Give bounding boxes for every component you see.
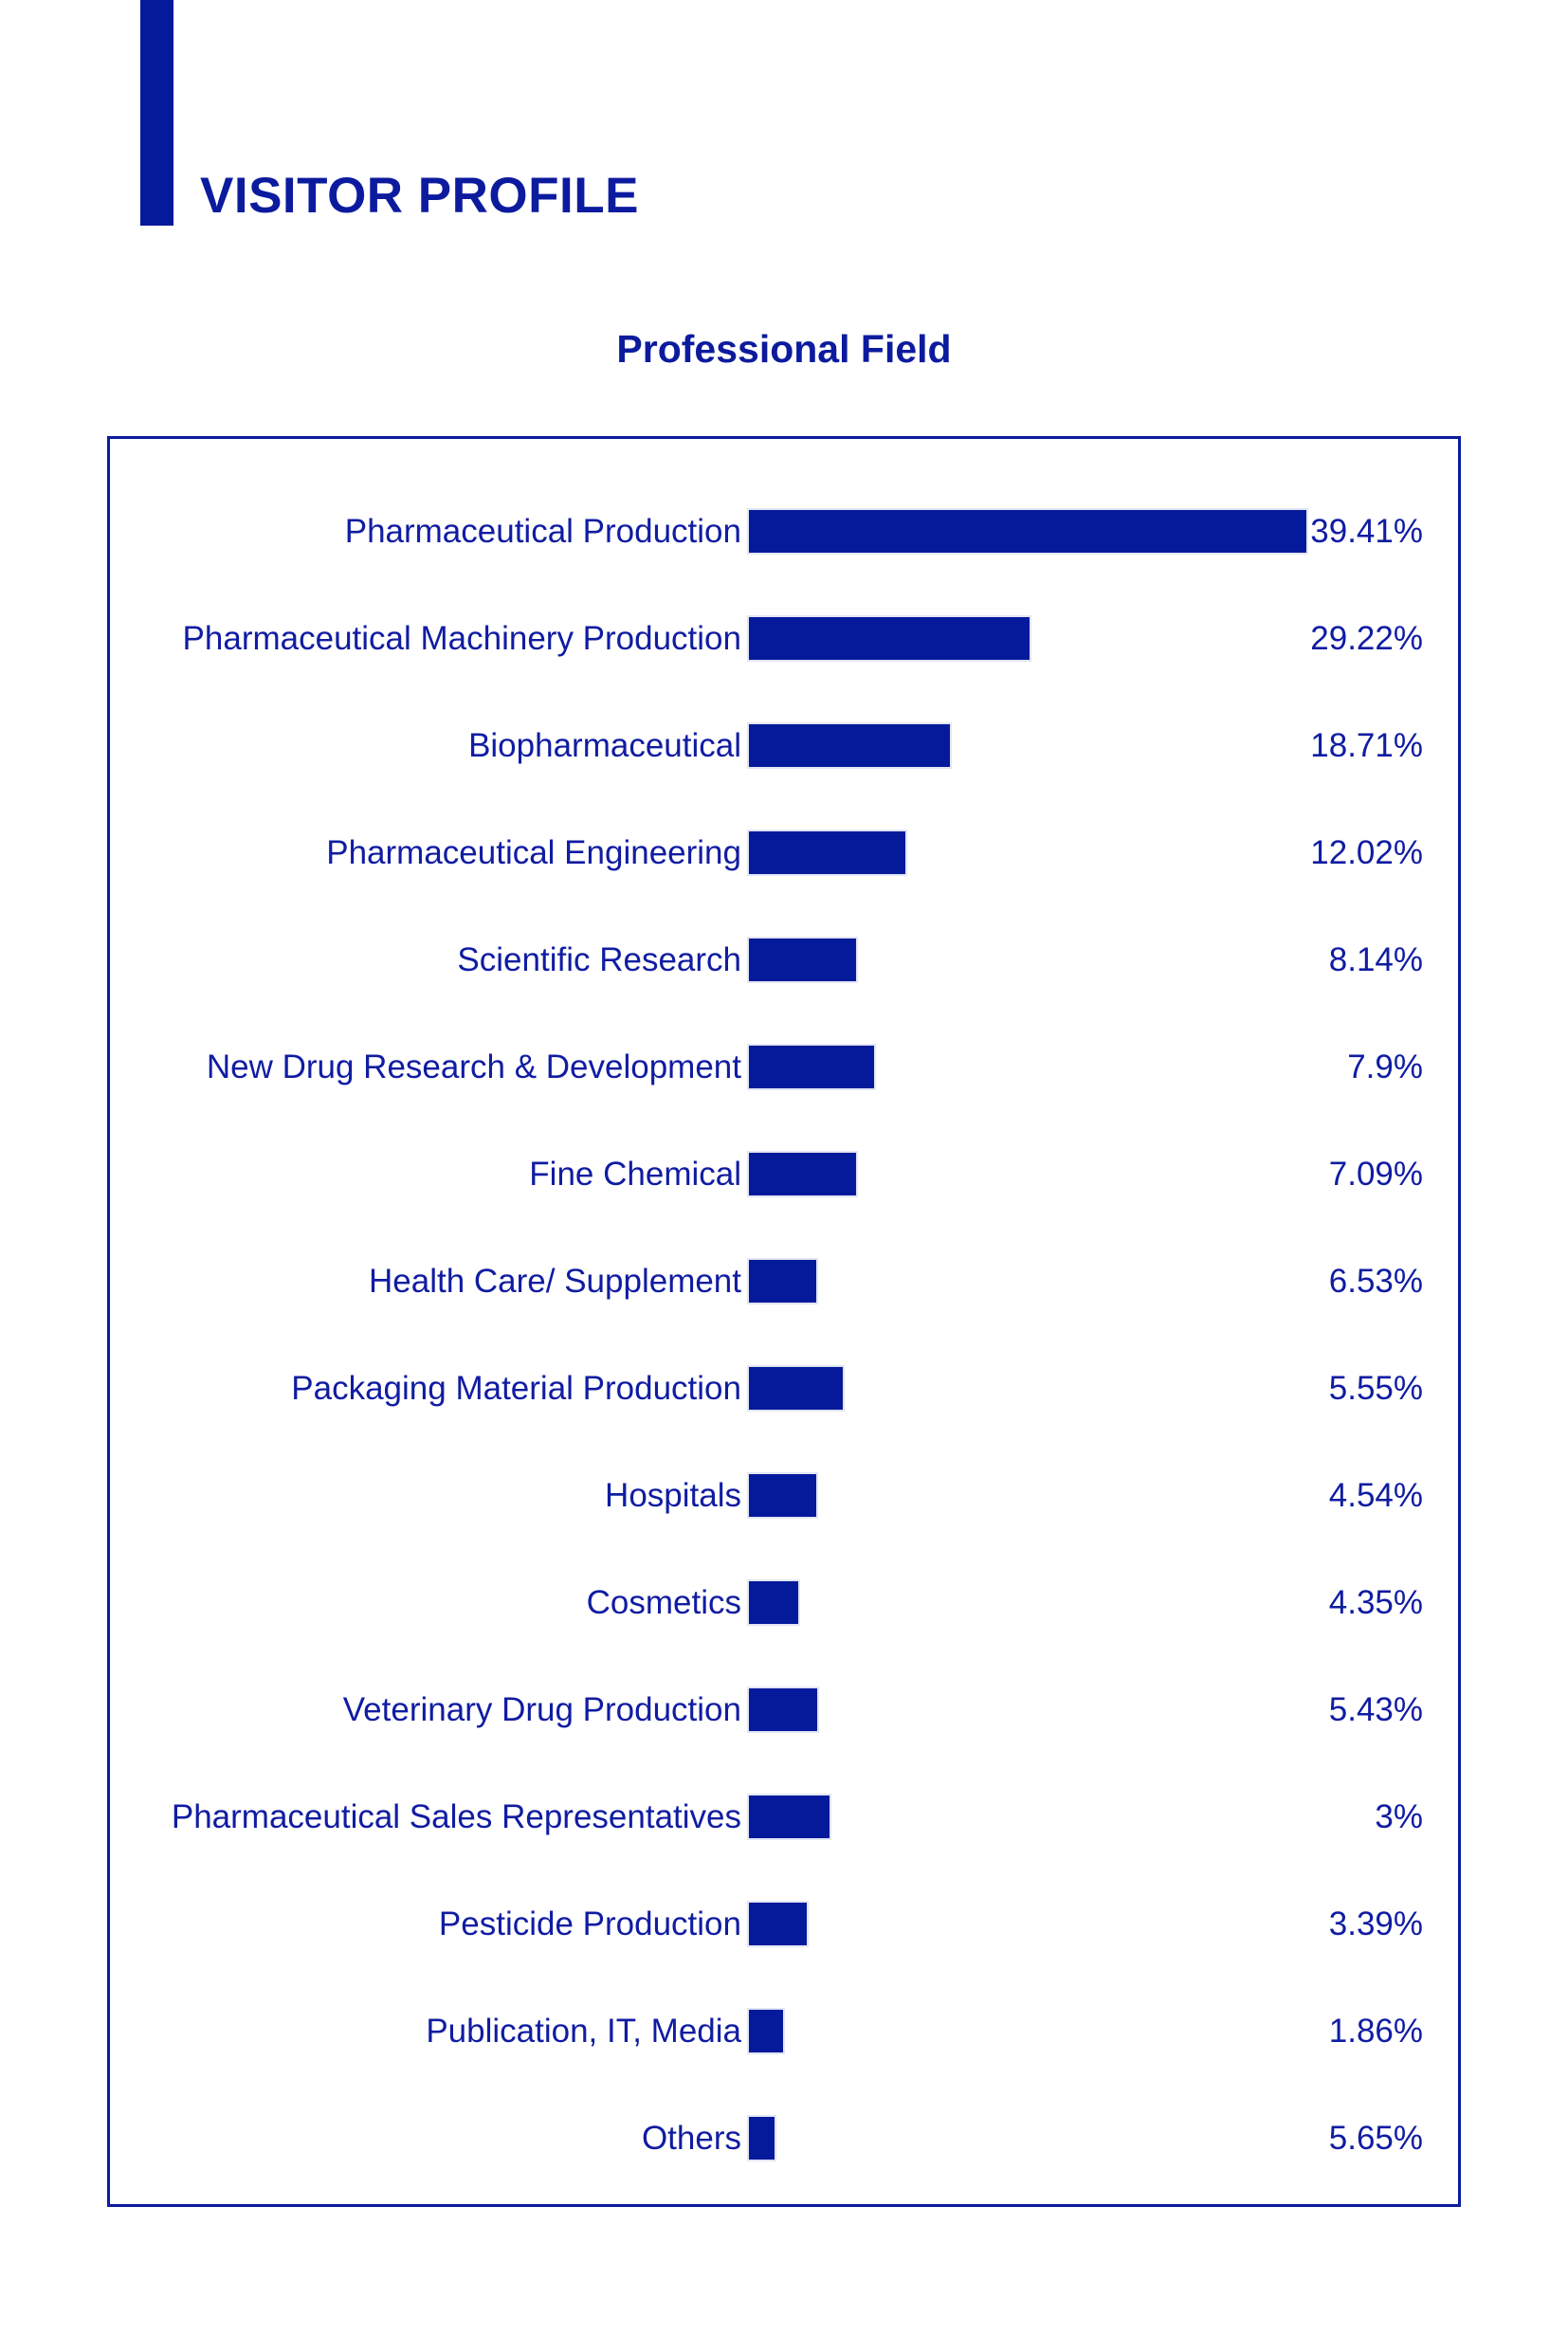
- chart-row: Health Care/ Supplement 6.53%: [110, 1228, 1458, 1335]
- title-accent-bar: [140, 0, 173, 226]
- category-label: Health Care/ Supplement: [369, 1262, 741, 1300]
- category-label: Cosmetics: [586, 1583, 741, 1621]
- value-label: 39.41%: [1310, 512, 1423, 550]
- bar: [747, 1579, 800, 1626]
- page-title: VISITOR PROFILE: [200, 168, 639, 224]
- chart-row: Hospitals 4.54%: [110, 1442, 1458, 1549]
- value-label: 7.9%: [1347, 1048, 1423, 1085]
- chart-row: Pharmaceutical Machinery Production 29.2…: [110, 585, 1458, 692]
- chart-row: Pharmaceutical Sales Representatives 3%: [110, 1763, 1458, 1870]
- category-label: Biopharmaceutical: [468, 726, 741, 764]
- bar: [747, 1472, 818, 1519]
- category-label: Others: [641, 2119, 741, 2157]
- bar: [747, 1365, 845, 1412]
- value-label: 3%: [1375, 1797, 1423, 1835]
- value-label: 1.86%: [1328, 2012, 1423, 2050]
- chart-title: Professional Field: [616, 327, 952, 371]
- category-label: Publication, IT, Media: [426, 2012, 741, 2050]
- bar: [747, 508, 1308, 555]
- chart-row: New Drug Research & Development 7.9%: [110, 1013, 1458, 1121]
- bar: [747, 2008, 785, 2054]
- bar: [747, 615, 1031, 662]
- chart-row: Cosmetics 4.35%: [110, 1549, 1458, 1656]
- chart-row: Pharmaceutical Production 39.41%: [110, 478, 1458, 585]
- category-label: Scientific Research: [457, 940, 741, 978]
- bar: [747, 1044, 876, 1090]
- value-label: 12.02%: [1310, 833, 1423, 871]
- value-label: 5.65%: [1328, 2119, 1423, 2157]
- value-label: 18.71%: [1310, 726, 1423, 764]
- category-label: Pharmaceutical Engineering: [326, 833, 741, 871]
- bar: [747, 937, 858, 983]
- value-label: 6.53%: [1328, 1262, 1423, 1300]
- category-label: Fine Chemical: [529, 1155, 741, 1193]
- category-label: New Drug Research & Development: [206, 1048, 741, 1085]
- bar: [747, 1687, 819, 1733]
- bar: [747, 1151, 858, 1197]
- chart-row: Scientific Research 8.14%: [110, 906, 1458, 1013]
- category-label: Pharmaceutical Sales Representatives: [171, 1797, 741, 1835]
- value-label: 4.54%: [1328, 1476, 1423, 1514]
- value-label: 29.22%: [1310, 619, 1423, 657]
- value-label: 5.43%: [1328, 1690, 1423, 1728]
- bar: [747, 2115, 776, 2161]
- category-label: Pesticide Production: [438, 1905, 741, 1942]
- chart-row: Fine Chemical 7.09%: [110, 1121, 1458, 1228]
- chart-row: Pharmaceutical Engineering 12.02%: [110, 799, 1458, 906]
- category-label: Pharmaceutical Production: [344, 512, 741, 550]
- chart-row: Veterinary Drug Production 5.43%: [110, 1656, 1458, 1763]
- bar: [747, 1258, 818, 1304]
- value-label: 3.39%: [1328, 1905, 1423, 1942]
- bar: [747, 1901, 809, 1947]
- bar: [747, 1794, 831, 1840]
- value-label: 8.14%: [1328, 940, 1423, 978]
- chart-row: Packaging Material Production 5.55%: [110, 1335, 1458, 1442]
- chart-container: Pharmaceutical Production 39.41% Pharmac…: [107, 436, 1461, 2207]
- category-label: Pharmaceutical Machinery Production: [182, 619, 741, 657]
- category-label: Hospitals: [605, 1476, 741, 1514]
- bar: [747, 722, 952, 769]
- category-label: Veterinary Drug Production: [342, 1690, 741, 1728]
- chart-row: Pesticide Production 3.39%: [110, 1870, 1458, 1978]
- value-label: 5.55%: [1328, 1369, 1423, 1407]
- category-label: Packaging Material Production: [291, 1369, 741, 1407]
- chart-row: Publication, IT, Media 1.86%: [110, 1978, 1458, 2085]
- chart-row: Biopharmaceutical 18.71%: [110, 692, 1458, 799]
- chart-row: Others 5.65%: [110, 2085, 1458, 2192]
- value-label: 4.35%: [1328, 1583, 1423, 1621]
- bar: [747, 830, 907, 876]
- value-label: 7.09%: [1328, 1155, 1423, 1193]
